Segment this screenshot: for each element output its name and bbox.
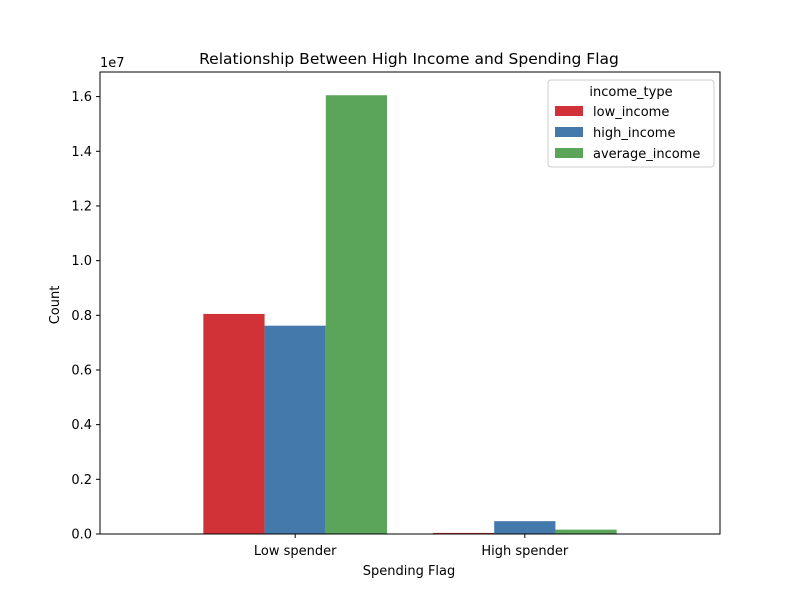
bar-high-income-high-spender <box>494 521 556 534</box>
x-tick-label: High spender <box>481 544 569 559</box>
bar-high-income-low-spender <box>264 325 326 534</box>
legend-title: income_type <box>589 85 672 100</box>
bars-layer <box>203 95 617 534</box>
legend-swatch-high-income <box>555 127 583 137</box>
y-tick-label: 1.0 <box>71 254 92 269</box>
x-axis-label: Spending Flag <box>363 564 456 579</box>
legend-swatch-average-income <box>555 148 583 158</box>
y-tick-label: 1.2 <box>71 199 92 214</box>
y-tick-label: 0.6 <box>71 363 92 378</box>
legend: income_type low_income high_incomeaverage… <box>547 79 715 168</box>
x-axis: Low spender High spender <box>254 534 569 559</box>
x-tick-label: Low spender <box>254 544 337 559</box>
chart-title: Relationship Between High Income and Spe… <box>199 50 619 68</box>
bar-average-income-high-spender <box>555 529 617 534</box>
legend-items: low_income high_income average_income <box>555 105 700 162</box>
bar-average-income-low-spender <box>325 95 388 534</box>
legend-label-low-income: low_income <box>593 105 669 120</box>
y-tick-label: 0.0 <box>71 528 92 543</box>
legend-frame <box>547 79 715 168</box>
legend-label-high-income: high_income <box>593 126 675 141</box>
bar-low-income-high-spender <box>432 532 495 534</box>
y-tick-label: 0.4 <box>71 418 92 433</box>
bar-low-income-low-spender <box>203 313 265 534</box>
y-tick-label: 1.6 <box>71 90 92 105</box>
y-axis-label: Count <box>48 286 63 325</box>
y-axis-offset-label: 1e7 <box>100 56 125 71</box>
y-tick-label: 0.2 <box>71 473 92 488</box>
legend-label-average-income: average_income <box>593 147 700 162</box>
plot-area-frame <box>99 71 721 535</box>
y-tick-label: 1.4 <box>71 145 92 160</box>
y-tick-label: 0.8 <box>71 309 92 324</box>
legend-swatch-low-income <box>555 106 583 116</box>
y-axis: 0.0 0.2 0.4 0.6 0.8 1.0 1.2 1.4 1.6 <box>71 90 100 543</box>
